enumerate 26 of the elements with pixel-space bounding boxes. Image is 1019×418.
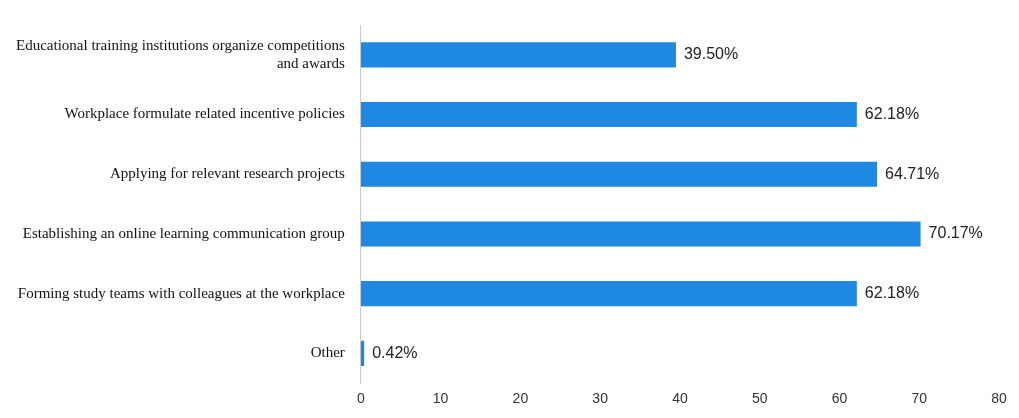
data-label: 39.50% — [683, 45, 739, 63]
x-tick-label: 80 — [991, 390, 1007, 407]
y-tick-label: Workplace formulate related incentive policies — [64, 105, 345, 122]
x-tick-label: 30 — [592, 390, 609, 407]
x-tick-label: 60 — [831, 390, 848, 407]
y-tick-label: Educational training institutions organize competitions and awards — [16, 36, 345, 71]
bar — [360, 42, 676, 68]
x-tick-label: 20 — [512, 390, 529, 407]
y-tick-label: Other — [310, 344, 345, 361]
data-label: 62.18% — [864, 104, 920, 122]
data-label: 0.42% — [372, 343, 418, 361]
data-label: 70.17% — [928, 224, 983, 242]
bar — [360, 161, 878, 187]
data-label: 64.71% — [885, 164, 940, 182]
x-tick-label: 50 — [751, 390, 768, 407]
bar — [360, 281, 857, 307]
data-label: 62.18% — [864, 284, 920, 302]
x-tick-label: 70 — [911, 390, 928, 407]
y-tick-label: Applying for relevant research projects — [109, 165, 345, 182]
x-tick-label: 10 — [432, 390, 449, 407]
x-tick-label: 0 — [356, 390, 365, 407]
y-tick-label: Establishing an online learning communication group — [22, 224, 345, 241]
bar — [360, 221, 921, 247]
y-tick-label: Forming study teams with colleagues at the workplace — [17, 284, 346, 301]
bar — [360, 102, 857, 128]
x-tick-label: 40 — [672, 390, 688, 407]
